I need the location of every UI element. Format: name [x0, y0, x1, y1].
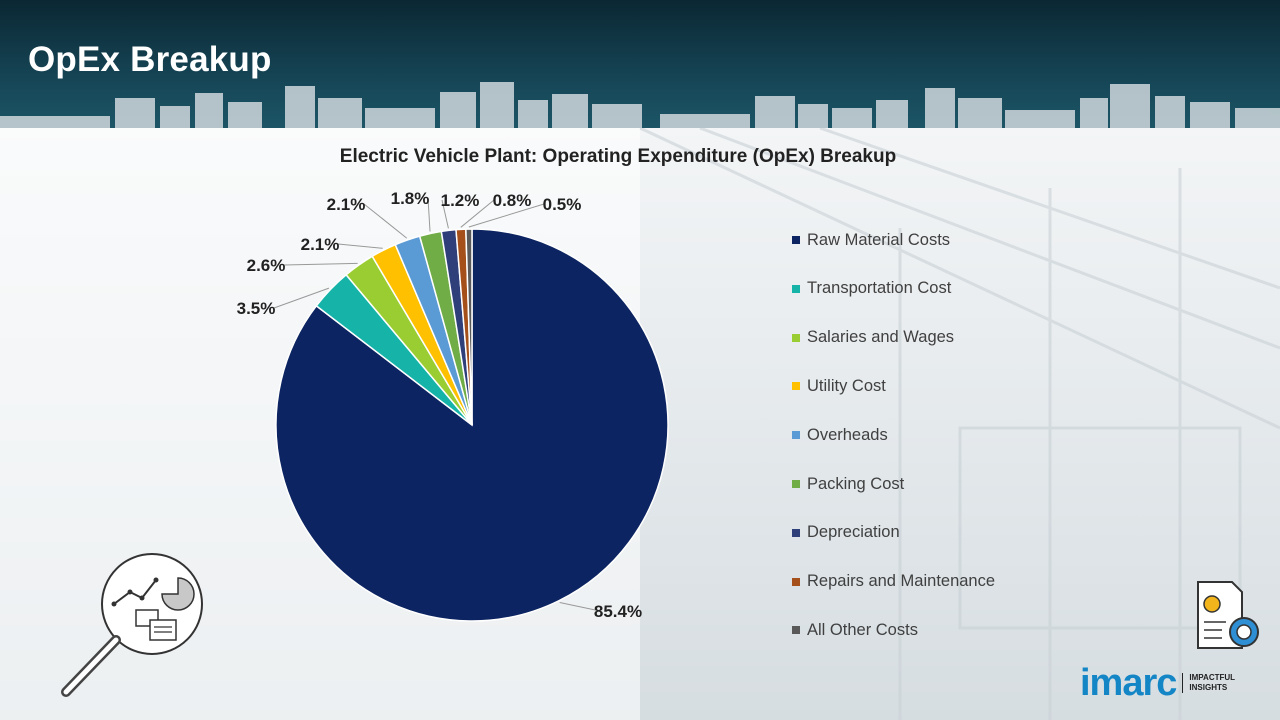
- brand-tagline: IMPACTFUL INSIGHTS: [1182, 673, 1243, 693]
- legend-item: Packing Cost: [792, 472, 904, 496]
- legend-label: All Other Costs: [807, 620, 918, 639]
- legend-swatch: [792, 577, 800, 586]
- legend-label: Transportation Cost: [807, 279, 952, 298]
- leader-line: [273, 287, 330, 309]
- leader-line: [363, 203, 408, 239]
- leader-line: [468, 203, 545, 228]
- legend-swatch: [792, 236, 800, 244]
- legend-item: Repairs and Maintenance: [792, 570, 995, 594]
- brand-name: imarc: [1080, 661, 1177, 704]
- analytics-magnifier-icon: [61, 553, 203, 697]
- leader-line: [283, 262, 358, 266]
- data-label: 2.6%: [247, 256, 286, 275]
- imarc-logo: imarc IMPACTFUL INSIGHTS: [1080, 660, 1243, 706]
- leader-line: [441, 199, 449, 229]
- data-label: 3.5%: [237, 299, 276, 318]
- legend-label: Depreciation: [807, 523, 900, 542]
- brand-tagline-line1: IMPACTFUL: [1189, 673, 1236, 682]
- legend-item: Utility Cost: [792, 374, 886, 398]
- legend-item: Salaries and Wages: [792, 326, 954, 350]
- leader-line: [460, 199, 495, 228]
- leader-line: [337, 243, 383, 249]
- legend-item: All Other Costs: [792, 618, 918, 642]
- page-title: OpEx Breakup: [28, 40, 272, 79]
- pie-slice-all-other-costs: [465, 228, 473, 426]
- invoice-cost-icon: [1197, 581, 1259, 649]
- legend-item: Depreciation: [792, 521, 900, 545]
- legend-label: Overheads: [807, 425, 888, 444]
- legend-swatch: [792, 626, 800, 635]
- legend-label: Salaries and Wages: [807, 328, 955, 347]
- legend-swatch: [792, 480, 800, 488]
- legend-label: Utility Cost: [807, 376, 886, 395]
- legend-swatch: [792, 333, 800, 342]
- header-banner: OpEx Breakup: [0, 0, 1280, 128]
- data-label: 2.1%: [301, 235, 340, 254]
- legend-item: Raw Material Costs: [792, 228, 950, 252]
- legend-label: Raw Material Costs: [807, 230, 951, 249]
- legend-item: Overheads: [792, 423, 888, 447]
- leader-line: [427, 197, 431, 232]
- leader-line: [559, 602, 601, 612]
- legend-swatch: [792, 431, 800, 440]
- chart-title: Electric Vehicle Plant: Operating Expend…: [339, 146, 897, 167]
- city-skyline-graphic: [0, 82, 1280, 128]
- legend-swatch: [792, 528, 800, 537]
- legend-label: Repairs and Maintenance: [807, 572, 996, 591]
- data-label: 0.5%: [543, 195, 582, 214]
- data-label: 1.2%: [441, 191, 480, 210]
- data-label: 1.8%: [391, 189, 430, 208]
- legend-item: Transportation Cost: [792, 277, 951, 301]
- data-label: 2.1%: [327, 195, 366, 214]
- legend-swatch: [792, 284, 800, 293]
- brand-tagline-line2: INSIGHTS: [1189, 683, 1228, 692]
- legend-label: Packing Cost: [807, 474, 905, 493]
- data-label: 0.8%: [493, 191, 532, 210]
- legend-swatch: [792, 382, 800, 391]
- data-label: 85.4%: [594, 602, 642, 621]
